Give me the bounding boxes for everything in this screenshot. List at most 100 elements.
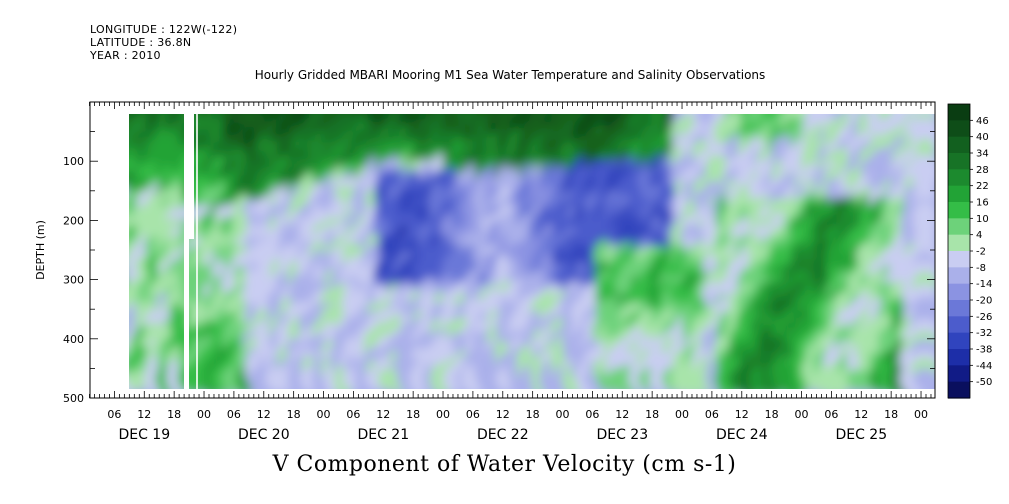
colorbar-label: 10 (976, 214, 989, 225)
variable-title: V Component of Water Velocity (cm s-1) (272, 452, 737, 477)
heatmap-cell (103, 244, 127, 268)
heatmap-cell (103, 310, 126, 334)
y-axis-label: DEPTH (m) (34, 220, 47, 280)
x-day-label: DEC 21 (357, 427, 409, 443)
x-tick-label: 12 (137, 408, 151, 421)
x-tick-label: 12 (496, 408, 510, 421)
x-tick-label: 18 (287, 408, 301, 421)
colorbar-segment (948, 283, 970, 301)
colorbar-label: -50 (976, 377, 992, 388)
x-tick-label: 12 (376, 408, 390, 421)
x-tick-label: 06 (824, 408, 838, 421)
y-axis: 100 200 300 400 500 (63, 101, 935, 405)
colorbar-label: -26 (976, 312, 992, 323)
heatmap-cell (105, 274, 124, 295)
heatmap-cell (103, 216, 125, 238)
longitude-label: LONGITUDE : 122W(-122) (90, 23, 238, 36)
heatmap-cell (103, 364, 126, 395)
missing-data-gap (184, 114, 189, 389)
colorbar-segment (948, 381, 970, 399)
x-tick-label: 00 (675, 408, 689, 421)
x-day-label: DEC 22 (477, 427, 529, 443)
heatmap-cell (101, 279, 127, 309)
heatmap-cell (103, 249, 126, 281)
colorbar-segment (948, 365, 970, 383)
heatmap-cell (100, 334, 129, 368)
heatmap-cell (129, 178, 130, 182)
colorbar-label: -38 (976, 345, 992, 356)
colorbar-segment (948, 136, 970, 154)
heatmap-cell (913, 368, 935, 389)
colorbar-segment (948, 153, 970, 170)
x-tick-label: 06 (107, 408, 121, 421)
x-tick-label: 18 (406, 408, 420, 421)
colorbar-label: 4 (976, 230, 982, 241)
colorbar-segment (948, 202, 970, 219)
x-day-label: DEC 19 (118, 427, 170, 443)
x-tick-label: 00 (436, 408, 450, 421)
missing-data-gap (188, 114, 194, 239)
y-tick-label: 100 (63, 155, 84, 168)
colorbar-segment (948, 300, 970, 317)
heatmap-cell (101, 150, 127, 173)
x-tick-label: 06 (346, 408, 360, 421)
colorbar-label: 40 (976, 132, 989, 143)
heatmap-cell (103, 224, 125, 250)
heatmap-cell (103, 357, 125, 383)
y-tick-label: 400 (63, 333, 84, 346)
x-tick-label: 18 (167, 408, 181, 421)
heatmap-cell (101, 324, 128, 358)
colorbar-label: -8 (976, 263, 986, 274)
colorbar-label: 22 (976, 181, 989, 192)
x-day-label: DEC 20 (238, 427, 290, 443)
colorbar-segment (948, 251, 970, 268)
x-tick-label: 18 (645, 408, 659, 421)
heatmap-cell (103, 185, 126, 214)
colorbar-segment (948, 185, 970, 203)
colorbar-label: -20 (976, 296, 992, 307)
colorbar-label: -2 (976, 247, 986, 258)
heatmap-cell (100, 118, 129, 147)
colorbar-label: 46 (976, 116, 989, 127)
heatmap-cell (104, 197, 125, 220)
colorbar-label: -32 (976, 328, 992, 339)
colorbar-segment (948, 120, 970, 138)
x-tick-label: 00 (795, 408, 809, 421)
x-tick-label: 12 (257, 408, 271, 421)
heatmap-blobs (100, 109, 935, 395)
heatmap-cell (103, 109, 126, 137)
year-label: YEAR : 2010 (90, 49, 161, 62)
colorbar-segment (948, 104, 970, 121)
heatmap-cell (103, 206, 126, 230)
x-tick-label: 12 (854, 408, 868, 421)
x-day-label: DEC 23 (596, 427, 648, 443)
heatmap-cell (101, 321, 128, 343)
colorbar-label: 16 (976, 198, 989, 209)
x-tick-label: 00 (556, 408, 570, 421)
colorbar-segment (948, 316, 970, 334)
heatmap-cell (100, 235, 129, 259)
x-tick-label: 06 (705, 408, 719, 421)
colorbar-label: -44 (976, 361, 992, 372)
heatmap-cell (102, 346, 128, 375)
colorbar-segment (948, 267, 970, 285)
colorbar-label: 34 (976, 149, 989, 160)
colorbar-segment (948, 332, 970, 350)
colorbar: 46 40 34 28 22 16 10 4 -2 -8 -14 -20 -26 -32 -38 -44 -50 (947, 103, 992, 399)
y-tick-label: 500 (63, 392, 84, 405)
x-tick-label: 12 (735, 408, 749, 421)
heatmap-cell (103, 172, 126, 207)
heatmap-cell (102, 159, 126, 182)
heatmap-cell (103, 290, 125, 317)
latitude-label: LATITUDE : 36.8N (90, 36, 192, 49)
x-day-label: DEC 24 (716, 427, 768, 443)
x-tick-label: 12 (615, 408, 629, 421)
heatmap-cell (104, 126, 125, 159)
y-tick-label: 200 (63, 214, 84, 227)
colorbar-segment (948, 349, 970, 366)
x-tick-label: 18 (765, 408, 779, 421)
x-day-label: DEC 25 (835, 427, 887, 443)
heatmap-cell (103, 296, 126, 329)
x-tick-label: 06 (227, 408, 241, 421)
